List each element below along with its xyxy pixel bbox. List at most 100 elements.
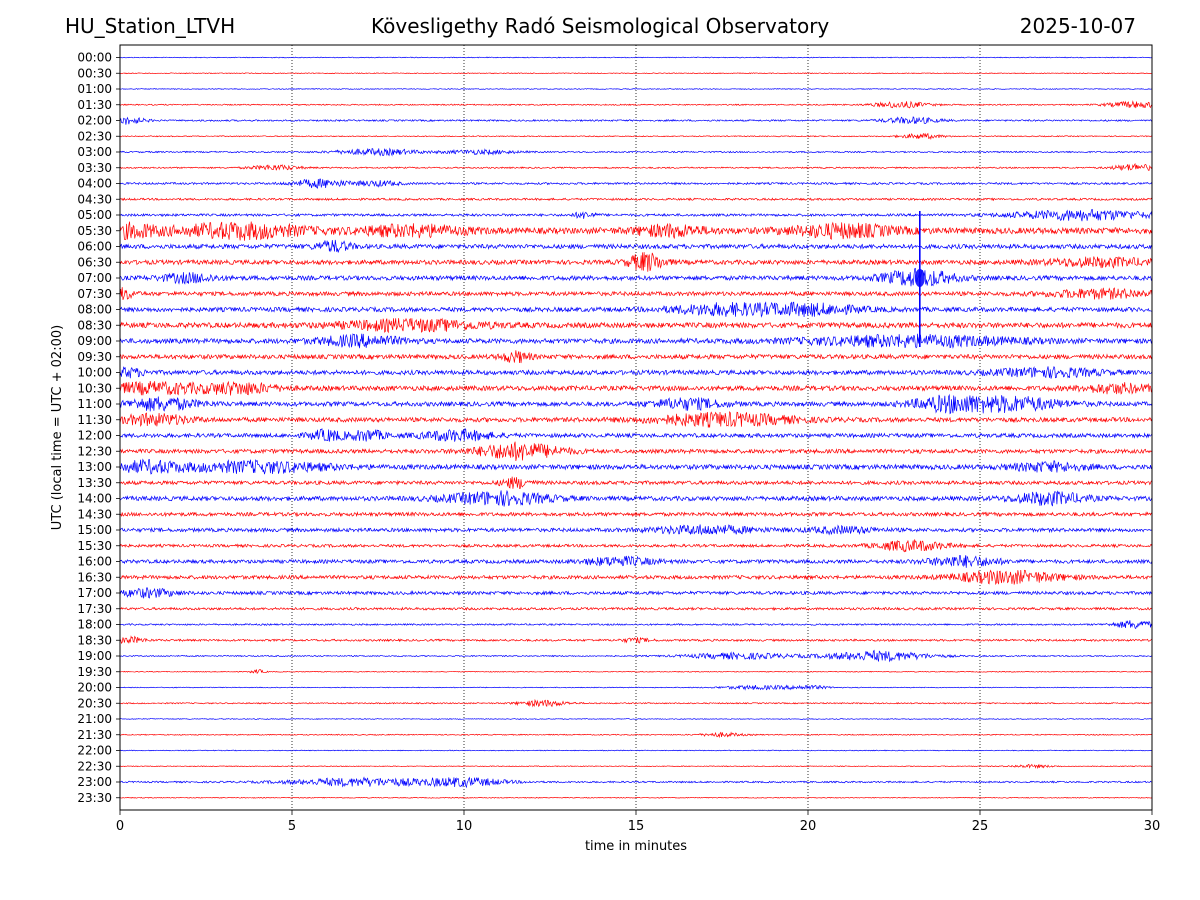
trace-row (119, 776, 1153, 789)
grid-layer (291, 45, 981, 810)
trace-row (119, 221, 1153, 241)
row-label: 14:00 (77, 492, 112, 506)
row-label: 03:30 (77, 161, 112, 175)
row-label: 19:00 (77, 649, 112, 663)
row-label: 13:30 (77, 476, 112, 490)
row-label: 06:30 (77, 255, 112, 269)
trace-row (119, 162, 1153, 171)
trace-row (119, 287, 1153, 300)
trace-row (119, 88, 1153, 90)
trace-row (119, 489, 1153, 507)
row-label: 12:30 (77, 444, 112, 458)
trace-row (119, 731, 1153, 739)
row-label: 02:00 (77, 114, 112, 128)
row-label: 23:30 (77, 791, 112, 805)
trace-row (119, 252, 1153, 272)
row-label: 21:00 (77, 712, 112, 726)
trace-row (119, 698, 1153, 708)
trace-row (119, 649, 1153, 663)
row-label: 11:00 (77, 397, 112, 411)
row-label: 09:30 (77, 350, 112, 364)
row-label: 00:00 (77, 51, 112, 65)
x-tick-label: 25 (972, 819, 989, 834)
trace-row (119, 197, 1153, 202)
x-tick-label: 30 (1144, 819, 1161, 834)
row-label: 07:00 (77, 271, 112, 285)
row-label: 22:00 (77, 744, 112, 758)
row-label: 10:00 (77, 366, 112, 380)
row-label: 01:30 (77, 98, 112, 112)
trace-row (119, 587, 1153, 599)
trace-row (119, 56, 1152, 59)
observatory-title: Kövesligethy Radó Seismological Observat… (371, 14, 830, 38)
row-label: 19:30 (77, 665, 112, 679)
trace-row (119, 539, 1153, 553)
row-label: 17:30 (77, 602, 112, 616)
row-label: 12:00 (77, 429, 112, 443)
row-label: 17:00 (77, 586, 112, 600)
row-label: 15:00 (77, 523, 112, 537)
row-label: 16:30 (77, 570, 112, 584)
trace-row (119, 393, 1153, 415)
trace-row (119, 410, 1153, 428)
trace-row (119, 116, 1153, 125)
trace-row (119, 441, 1153, 462)
trace-row (119, 267, 1153, 287)
trace-row (119, 684, 1153, 691)
trace-row (119, 178, 1153, 189)
trace-row (119, 208, 1153, 222)
row-label: 13:00 (77, 460, 112, 474)
row-label: 14:30 (77, 507, 112, 521)
trace-row (119, 380, 1153, 396)
trace-row (119, 301, 1153, 318)
trace-row (119, 606, 1153, 612)
row-label: 20:30 (77, 696, 112, 710)
trace-row (119, 763, 1153, 770)
x-tick-label: 15 (628, 819, 645, 834)
trace-row (119, 428, 1153, 442)
row-label: 02:30 (77, 129, 112, 143)
trace-row (119, 524, 1153, 536)
trace-row (119, 132, 1153, 141)
row-label: 04:00 (77, 177, 112, 191)
trace-row (119, 317, 1153, 334)
trace-row (119, 569, 1153, 586)
row-label: 11:30 (77, 413, 112, 427)
event-peak (914, 269, 925, 287)
trace-row (119, 796, 1153, 799)
row-label: 10:30 (77, 381, 112, 395)
trace-row (119, 620, 1153, 630)
row-label: 18:30 (77, 633, 112, 647)
x-tick-label: 5 (288, 819, 296, 834)
trace-row (119, 635, 1153, 644)
event-layer (914, 211, 925, 347)
trace-row (119, 476, 1153, 489)
trace-row (119, 718, 1153, 720)
trace-row (119, 365, 1153, 379)
row-label: 08:00 (77, 303, 112, 317)
trace-row (119, 100, 1153, 109)
trace-row (119, 72, 1153, 75)
trace-layer (119, 56, 1153, 799)
date-title: 2025-10-07 (1019, 14, 1136, 38)
x-tick-label: 10 (456, 819, 473, 834)
row-label: 03:00 (77, 145, 112, 159)
row-label: 00:30 (77, 66, 112, 80)
trace-row (119, 333, 1153, 349)
row-label: 15:30 (77, 539, 112, 553)
x-axis-label: time in minutes (585, 839, 687, 854)
row-label: 06:00 (77, 240, 112, 254)
trace-row (119, 350, 1153, 364)
row-label: 23:00 (77, 775, 112, 789)
trace-row (119, 555, 1153, 568)
row-label: 01:00 (77, 82, 112, 96)
row-label: 21:30 (77, 728, 112, 742)
row-label: 08:30 (77, 318, 112, 332)
row-label: 04:30 (77, 192, 112, 206)
y-axis-label: UTC (local time = UTC + 02:00) (50, 325, 65, 530)
row-label: 09:00 (77, 334, 112, 348)
trace-row (119, 239, 1153, 253)
row-label: 05:00 (77, 208, 112, 222)
trace-row (119, 458, 1153, 475)
